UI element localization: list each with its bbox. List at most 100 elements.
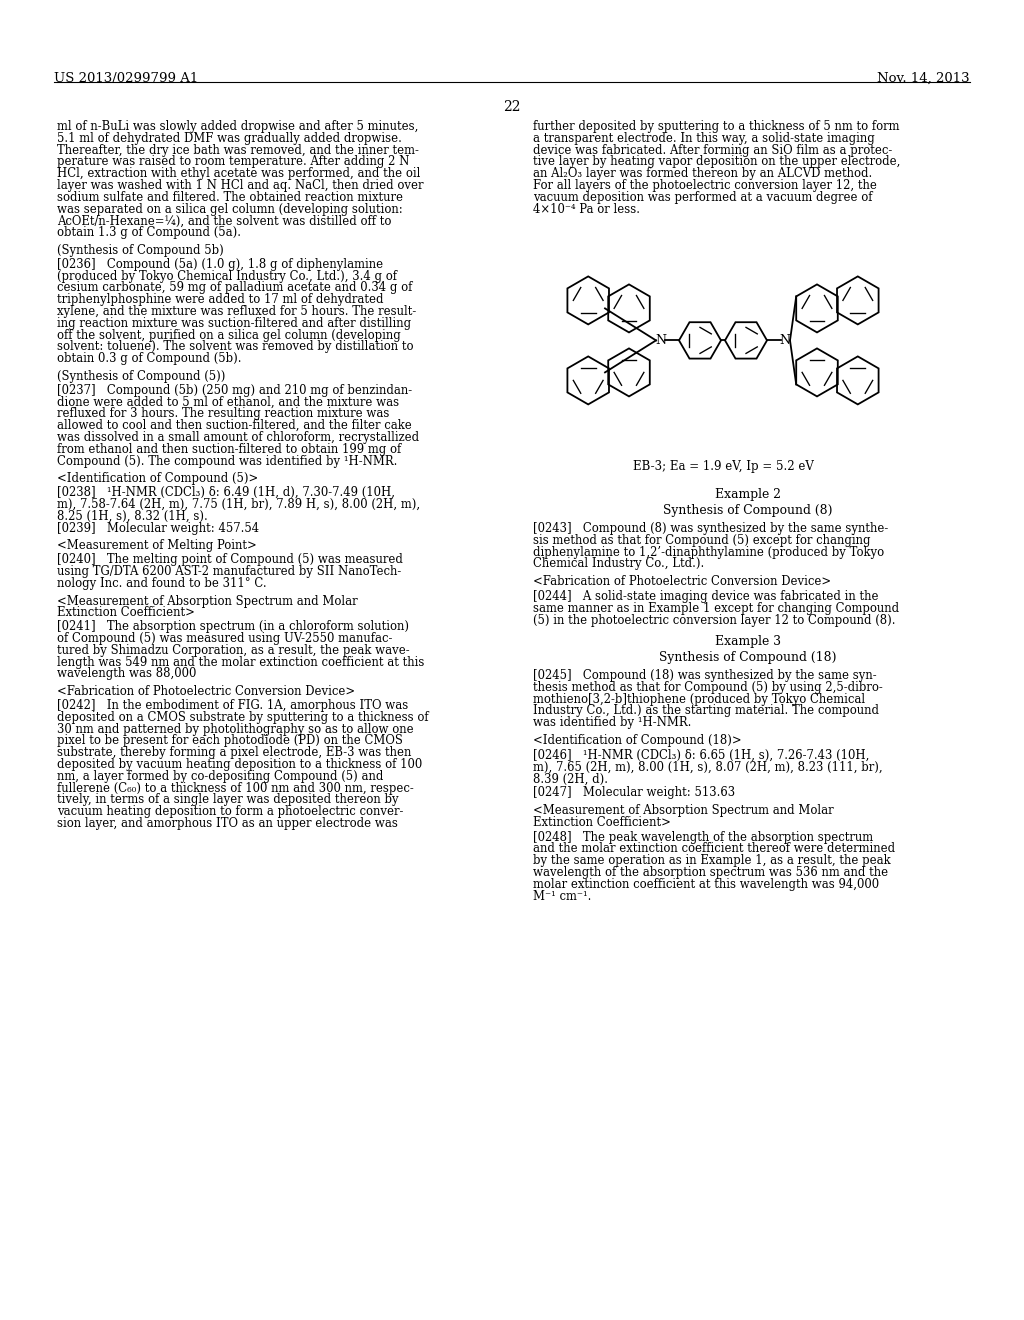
Text: N: N xyxy=(655,334,667,347)
Text: and the molar extinction coefficient thereof were determined: and the molar extinction coefficient the… xyxy=(534,842,895,855)
Text: [0244]   A solid-state imaging device was fabricated in the: [0244] A solid-state imaging device was … xyxy=(534,590,879,603)
Text: device was fabricated. After forming an SiO film as a protec-: device was fabricated. After forming an … xyxy=(534,144,892,157)
Text: tured by Shimadzu Corporation, as a result, the peak wave-: tured by Shimadzu Corporation, as a resu… xyxy=(57,644,410,657)
Text: AcOEt/n-Hexane=¼), and the solvent was distilled off to: AcOEt/n-Hexane=¼), and the solvent was d… xyxy=(57,214,391,227)
Text: obtain 1.3 g of Compound (5a).: obtain 1.3 g of Compound (5a). xyxy=(57,226,241,239)
Text: (Synthesis of Compound (5)): (Synthesis of Compound (5)) xyxy=(57,370,225,383)
Text: [0237]   Compound (5b) (250 mg) and 210 mg of benzindan-: [0237] Compound (5b) (250 mg) and 210 mg… xyxy=(57,384,412,397)
Text: Extinction Coefficient>: Extinction Coefficient> xyxy=(534,816,671,829)
Text: N: N xyxy=(779,334,791,347)
Text: [0240]   The melting point of Compound (5) was measured: [0240] The melting point of Compound (5)… xyxy=(57,553,402,566)
Text: [0248]   The peak wavelength of the absorption spectrum: [0248] The peak wavelength of the absorp… xyxy=(534,830,873,843)
Text: <Measurement of Absorption Spectrum and Molar: <Measurement of Absorption Spectrum and … xyxy=(57,594,357,607)
Text: cesium carbonate, 59 mg of palladium acetate and 0.34 g of: cesium carbonate, 59 mg of palladium ace… xyxy=(57,281,413,294)
Text: <Fabrication of Photoelectric Conversion Device>: <Fabrication of Photoelectric Conversion… xyxy=(57,685,355,698)
Text: was identified by ¹H-NMR.: was identified by ¹H-NMR. xyxy=(534,717,691,729)
Text: <Measurement of Melting Point>: <Measurement of Melting Point> xyxy=(57,540,257,552)
Text: [0242]   In the embodiment of FIG. 1A, amorphous ITO was: [0242] In the embodiment of FIG. 1A, amo… xyxy=(57,700,409,711)
Text: [0239]   Molecular weight: 457.54: [0239] Molecular weight: 457.54 xyxy=(57,521,259,535)
Text: [0246]   ¹H-NMR (CDCl₃) δ: 6.65 (1H, s), 7.26-7.43 (10H,: [0246] ¹H-NMR (CDCl₃) δ: 6.65 (1H, s), 7… xyxy=(534,748,869,762)
Text: an Al₂O₃ layer was formed thereon by an ALCVD method.: an Al₂O₃ layer was formed thereon by an … xyxy=(534,168,872,181)
Text: further deposited by sputtering to a thickness of 5 nm to form: further deposited by sputtering to a thi… xyxy=(534,120,899,133)
Text: Example 3: Example 3 xyxy=(715,635,781,648)
Text: [0238]   ¹H-NMR (CDCl₃) δ: 6.49 (1H, d), 7.30-7.49 (10H,: [0238] ¹H-NMR (CDCl₃) δ: 6.49 (1H, d), 7… xyxy=(57,486,395,499)
Text: 8.39 (2H, d).: 8.39 (2H, d). xyxy=(534,772,608,785)
Text: EB-3; Ea = 1.9 eV, Ip = 5.2 eV: EB-3; Ea = 1.9 eV, Ip = 5.2 eV xyxy=(633,461,813,474)
Text: perature was raised to room temperature. After adding 2 N: perature was raised to room temperature.… xyxy=(57,156,410,169)
Text: ml of n-BuLi was slowly added dropwise and after 5 minutes,: ml of n-BuLi was slowly added dropwise a… xyxy=(57,120,419,133)
Text: [0241]   The absorption spectrum (in a chloroform solution): [0241] The absorption spectrum (in a chl… xyxy=(57,620,409,634)
Text: US 2013/0299799 A1: US 2013/0299799 A1 xyxy=(54,73,199,84)
Text: <Identification of Compound (5)>: <Identification of Compound (5)> xyxy=(57,473,258,486)
Text: (5) in the photoelectric conversion layer 12 to Compound (8).: (5) in the photoelectric conversion laye… xyxy=(534,614,896,627)
Text: 5.1 ml of dehydrated DMF was gradually added dropwise.: 5.1 ml of dehydrated DMF was gradually a… xyxy=(57,132,401,145)
Text: ing reaction mixture was suction-filtered and after distilling: ing reaction mixture was suction-filtere… xyxy=(57,317,411,330)
Text: mothieno[3,2-b]thiophene (produced by Tokyo Chemical: mothieno[3,2-b]thiophene (produced by To… xyxy=(534,693,865,706)
Text: [0247]   Molecular weight: 513.63: [0247] Molecular weight: 513.63 xyxy=(534,787,735,799)
Text: wavelength of the absorption spectrum was 536 nm and the: wavelength of the absorption spectrum wa… xyxy=(534,866,888,879)
Text: Example 2: Example 2 xyxy=(715,488,781,502)
Text: using TG/DTA 6200 AST-2 manufactured by SII NanoTech-: using TG/DTA 6200 AST-2 manufactured by … xyxy=(57,565,401,578)
Text: same manner as in Example 1 except for changing Compound: same manner as in Example 1 except for c… xyxy=(534,602,899,615)
Text: wavelength was 88,000: wavelength was 88,000 xyxy=(57,668,197,680)
Text: was dissolved in a small amount of chloroform, recrystallized: was dissolved in a small amount of chlor… xyxy=(57,432,419,444)
Text: allowed to cool and then suction-filtered, and the filter cake: allowed to cool and then suction-filtere… xyxy=(57,420,412,432)
Text: 4×10⁻⁴ Pa or less.: 4×10⁻⁴ Pa or less. xyxy=(534,202,640,215)
Text: deposited by vacuum heating deposition to a thickness of 100: deposited by vacuum heating deposition t… xyxy=(57,758,422,771)
Text: vacuum heating deposition to form a photoelectric conver-: vacuum heating deposition to form a phot… xyxy=(57,805,403,818)
Text: diphenylamine to 1,2’-dinaphthylamine (produced by Tokyo: diphenylamine to 1,2’-dinaphthylamine (p… xyxy=(534,545,884,558)
Text: by the same operation as in Example 1, as a result, the peak: by the same operation as in Example 1, a… xyxy=(534,854,891,867)
Text: Thereafter, the dry ice bath was removed, and the inner tem-: Thereafter, the dry ice bath was removed… xyxy=(57,144,419,157)
Text: Industry Co., Ltd.) as the starting material. The compound: Industry Co., Ltd.) as the starting mate… xyxy=(534,705,879,717)
Text: refluxed for 3 hours. The resulting reaction mixture was: refluxed for 3 hours. The resulting reac… xyxy=(57,408,389,420)
Text: sion layer, and amorphous ITO as an upper electrode was: sion layer, and amorphous ITO as an uppe… xyxy=(57,817,398,830)
Text: For all layers of the photoelectric conversion layer 12, the: For all layers of the photoelectric conv… xyxy=(534,180,877,191)
Text: 30 nm and patterned by photolithography so as to allow one: 30 nm and patterned by photolithography … xyxy=(57,722,414,735)
Text: Compound (5). The compound was identified by ¹H-NMR.: Compound (5). The compound was identifie… xyxy=(57,454,397,467)
Text: Chemical Industry Co., Ltd.).: Chemical Industry Co., Ltd.). xyxy=(534,557,705,570)
Text: layer was washed with 1 N HCl and aq. NaCl, then dried over: layer was washed with 1 N HCl and aq. Na… xyxy=(57,180,424,191)
Text: [0243]   Compound (8) was synthesized by the same synthe-: [0243] Compound (8) was synthesized by t… xyxy=(534,521,888,535)
Text: 22: 22 xyxy=(503,100,521,114)
Text: pixel to be present for each photodiode (PD) on the CMOS: pixel to be present for each photodiode … xyxy=(57,734,402,747)
Text: sodium sulfate and filtered. The obtained reaction mixture: sodium sulfate and filtered. The obtaine… xyxy=(57,191,403,203)
Text: vacuum deposition was performed at a vacuum degree of: vacuum deposition was performed at a vac… xyxy=(534,191,872,203)
Text: fullerene (C₆₀) to a thickness of 100 nm and 300 nm, respec-: fullerene (C₆₀) to a thickness of 100 nm… xyxy=(57,781,414,795)
Text: (produced by Tokyo Chemical Industry Co., Ltd.), 3.4 g of: (produced by Tokyo Chemical Industry Co.… xyxy=(57,269,397,282)
Text: <Fabrication of Photoelectric Conversion Device>: <Fabrication of Photoelectric Conversion… xyxy=(534,576,831,589)
Text: triphenylphosphine were added to 17 ml of dehydrated: triphenylphosphine were added to 17 ml o… xyxy=(57,293,384,306)
Text: solvent: toluene). The solvent was removed by distillation to: solvent: toluene). The solvent was remov… xyxy=(57,341,414,354)
Text: nology Inc. and found to be 311° C.: nology Inc. and found to be 311° C. xyxy=(57,577,266,590)
Text: substrate, thereby forming a pixel electrode, EB-3 was then: substrate, thereby forming a pixel elect… xyxy=(57,746,412,759)
Text: Nov. 14, 2013: Nov. 14, 2013 xyxy=(878,73,970,84)
Text: off the solvent, purified on a silica gel column (developing: off the solvent, purified on a silica ge… xyxy=(57,329,400,342)
Text: deposited on a CMOS substrate by sputtering to a thickness of: deposited on a CMOS substrate by sputter… xyxy=(57,710,429,723)
Text: [0245]   Compound (18) was synthesized by the same syn-: [0245] Compound (18) was synthesized by … xyxy=(534,669,877,682)
Text: <Measurement of Absorption Spectrum and Molar: <Measurement of Absorption Spectrum and … xyxy=(534,804,834,817)
Text: m), 7.58-7.64 (2H, m), 7.75 (1H, br), 7.89 H, s), 8.00 (2H, m),: m), 7.58-7.64 (2H, m), 7.75 (1H, br), 7.… xyxy=(57,498,420,511)
Text: from ethanol and then suction-filtered to obtain 199 mg of: from ethanol and then suction-filtered t… xyxy=(57,442,401,455)
Text: length was 549 nm and the molar extinction coefficient at this: length was 549 nm and the molar extincti… xyxy=(57,656,424,669)
Text: xylene, and the mixture was refluxed for 5 hours. The result-: xylene, and the mixture was refluxed for… xyxy=(57,305,416,318)
Text: tive layer by heating vapor deposition on the upper electrode,: tive layer by heating vapor deposition o… xyxy=(534,156,900,169)
Text: tively, in terms of a single layer was deposited thereon by: tively, in terms of a single layer was d… xyxy=(57,793,398,807)
Text: Synthesis of Compound (18): Synthesis of Compound (18) xyxy=(659,651,837,664)
Text: dione were added to 5 ml of ethanol, and the mixture was: dione were added to 5 ml of ethanol, and… xyxy=(57,396,399,409)
Text: obtain 0.3 g of Compound (5b).: obtain 0.3 g of Compound (5b). xyxy=(57,352,242,366)
Text: (Synthesis of Compound 5b): (Synthesis of Compound 5b) xyxy=(57,244,224,257)
Text: M⁻¹ cm⁻¹.: M⁻¹ cm⁻¹. xyxy=(534,890,592,903)
Text: nm, a layer formed by co-depositing Compound (5) and: nm, a layer formed by co-depositing Comp… xyxy=(57,770,383,783)
Text: of Compound (5) was measured using UV-2550 manufac-: of Compound (5) was measured using UV-25… xyxy=(57,632,392,645)
Text: <Identification of Compound (18)>: <Identification of Compound (18)> xyxy=(534,734,741,747)
Text: was separated on a silica gel column (developing solution:: was separated on a silica gel column (de… xyxy=(57,202,402,215)
Text: molar extinction coefficient at this wavelength was 94,000: molar extinction coefficient at this wav… xyxy=(534,878,880,891)
Text: m), 7.65 (2H, m), 8.00 (1H, s), 8.07 (2H, m), 8.23 (111, br),: m), 7.65 (2H, m), 8.00 (1H, s), 8.07 (2H… xyxy=(534,760,883,774)
Text: sis method as that for Compound (5) except for changing: sis method as that for Compound (5) exce… xyxy=(534,533,870,546)
Text: Extinction Coefficient>: Extinction Coefficient> xyxy=(57,606,195,619)
Text: HCl, extraction with ethyl acetate was performed, and the oil: HCl, extraction with ethyl acetate was p… xyxy=(57,168,421,181)
Text: thesis method as that for Compound (5) by using 2,5-dibro-: thesis method as that for Compound (5) b… xyxy=(534,681,883,694)
Text: Synthesis of Compound (8): Synthesis of Compound (8) xyxy=(664,504,833,517)
Text: [0236]   Compound (5a) (1.0 g), 1.8 g of diphenylamine: [0236] Compound (5a) (1.0 g), 1.8 g of d… xyxy=(57,257,383,271)
Text: 8.25 (1H, s), 8.32 (1H, s).: 8.25 (1H, s), 8.32 (1H, s). xyxy=(57,510,208,523)
Text: a transparent electrode. In this way, a solid-state imaging: a transparent electrode. In this way, a … xyxy=(534,132,874,145)
